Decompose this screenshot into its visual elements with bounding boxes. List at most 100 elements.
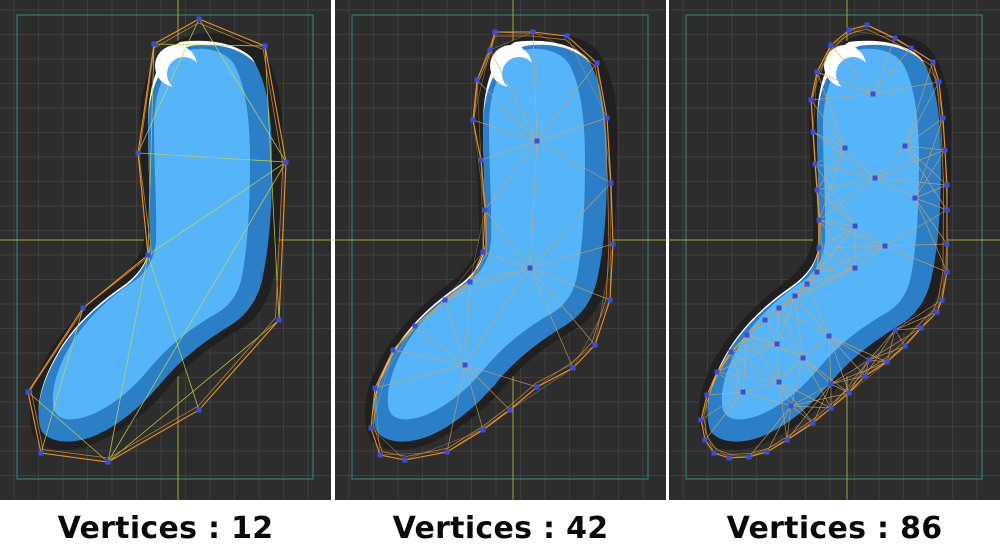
mesh-edge (153, 43, 266, 47)
mesh-edge (489, 49, 538, 142)
mesh-edge (472, 119, 538, 142)
mesh-edge (790, 405, 832, 409)
mesh-vertex (196, 407, 202, 413)
mesh-vertex (866, 357, 872, 363)
mesh-edge (778, 381, 792, 407)
mesh-edge (778, 307, 830, 337)
mesh-edge (392, 349, 466, 366)
mesh-edge (904, 145, 948, 211)
mesh-edge (198, 18, 287, 163)
mesh-canvas-86 (669, 0, 1000, 500)
mesh-canvas-42 (335, 0, 666, 500)
mesh-edge (704, 391, 744, 441)
mesh-edge (848, 359, 870, 394)
mesh-edge (810, 99, 846, 149)
mesh-vertex (604, 115, 610, 121)
mesh-edge (536, 117, 608, 142)
mesh-vertex (135, 150, 141, 156)
mesh-edge (730, 343, 778, 353)
mesh-edge (894, 299, 943, 331)
mesh-edge (816, 267, 856, 273)
mesh-vertex (607, 297, 613, 303)
mesh-edge (894, 327, 922, 331)
mesh-edge (818, 177, 876, 221)
sock-light-body (721, 48, 919, 420)
mesh-edge (818, 219, 856, 269)
mesh-vertex (902, 343, 908, 349)
mesh-vertex (776, 379, 782, 385)
mesh-vertex (467, 279, 473, 285)
mesh-edge (137, 152, 287, 163)
mesh-edge (742, 381, 780, 393)
mesh-edge (872, 47, 912, 95)
mesh-edge (730, 351, 780, 383)
mesh-canvas-12 (0, 0, 331, 500)
mesh-vertex (762, 317, 768, 323)
mesh-vertex (711, 450, 717, 456)
sock-light-body (52, 48, 250, 420)
mesh-vertex (816, 245, 822, 251)
mesh-vertex (740, 389, 746, 395)
mesh-edge (904, 61, 934, 147)
mesh-edge (810, 93, 874, 101)
mesh-vertex (784, 437, 790, 443)
mesh-edge (904, 145, 946, 151)
mesh-edge (914, 197, 948, 211)
mesh-vertex (474, 77, 480, 83)
mesh-edge (469, 267, 531, 283)
mesh-edge (872, 37, 896, 95)
mesh-vertex (80, 305, 86, 311)
caption-vertices-42: Vertices : 42 (392, 511, 609, 546)
mesh-vertex (262, 43, 268, 49)
mesh-vertex (570, 365, 576, 371)
mesh-edge (529, 267, 611, 301)
mesh-edge (914, 149, 946, 199)
mesh-vertex (462, 362, 468, 368)
mesh-vertex (852, 223, 858, 229)
mesh-edge (509, 367, 574, 411)
mesh-outline (700, 24, 948, 459)
mesh-edge (814, 147, 846, 165)
mesh-vertex (608, 180, 614, 186)
mesh-vertex (25, 389, 31, 395)
mesh-vertex (902, 143, 908, 149)
mesh-vertex (816, 217, 822, 223)
mesh-edge (816, 245, 886, 273)
mesh-edge (536, 62, 598, 142)
mesh-vertex (828, 405, 834, 411)
mesh-vertex (610, 241, 616, 247)
mesh-edge (830, 24, 868, 46)
mesh-edge (830, 44, 874, 95)
mesh-vertex (792, 293, 798, 299)
mesh-vertex (530, 29, 536, 35)
mesh-edge (914, 197, 948, 245)
mesh-vertex (918, 325, 924, 331)
mesh-edge (778, 357, 804, 383)
sock-highlight-inset (167, 57, 201, 91)
mesh-vertex (276, 317, 282, 323)
mesh-edge (529, 267, 574, 369)
mesh-vertex (940, 115, 946, 121)
mesh-panel-42 (335, 0, 666, 500)
mesh-edge (886, 329, 896, 363)
mesh-edge (828, 335, 870, 361)
mesh-edge (594, 243, 614, 346)
mesh-edge (147, 161, 287, 256)
mesh-edge (776, 307, 780, 345)
mesh-edge (748, 405, 792, 458)
mesh-vertex (936, 79, 942, 85)
bounds-frame (685, 14, 983, 480)
mesh-vertex (527, 265, 533, 271)
mesh-edge (830, 359, 870, 409)
mesh-vertex (870, 91, 876, 97)
mesh-edge (464, 267, 531, 366)
mesh-panel-12 (0, 0, 331, 500)
mesh-vertex (810, 420, 816, 426)
mesh-edge (874, 149, 946, 179)
mesh-edge (746, 334, 778, 345)
mesh-edge (40, 307, 84, 454)
mesh-edge (868, 327, 922, 361)
mesh-edge (414, 325, 466, 366)
mesh-edge (529, 140, 538, 269)
